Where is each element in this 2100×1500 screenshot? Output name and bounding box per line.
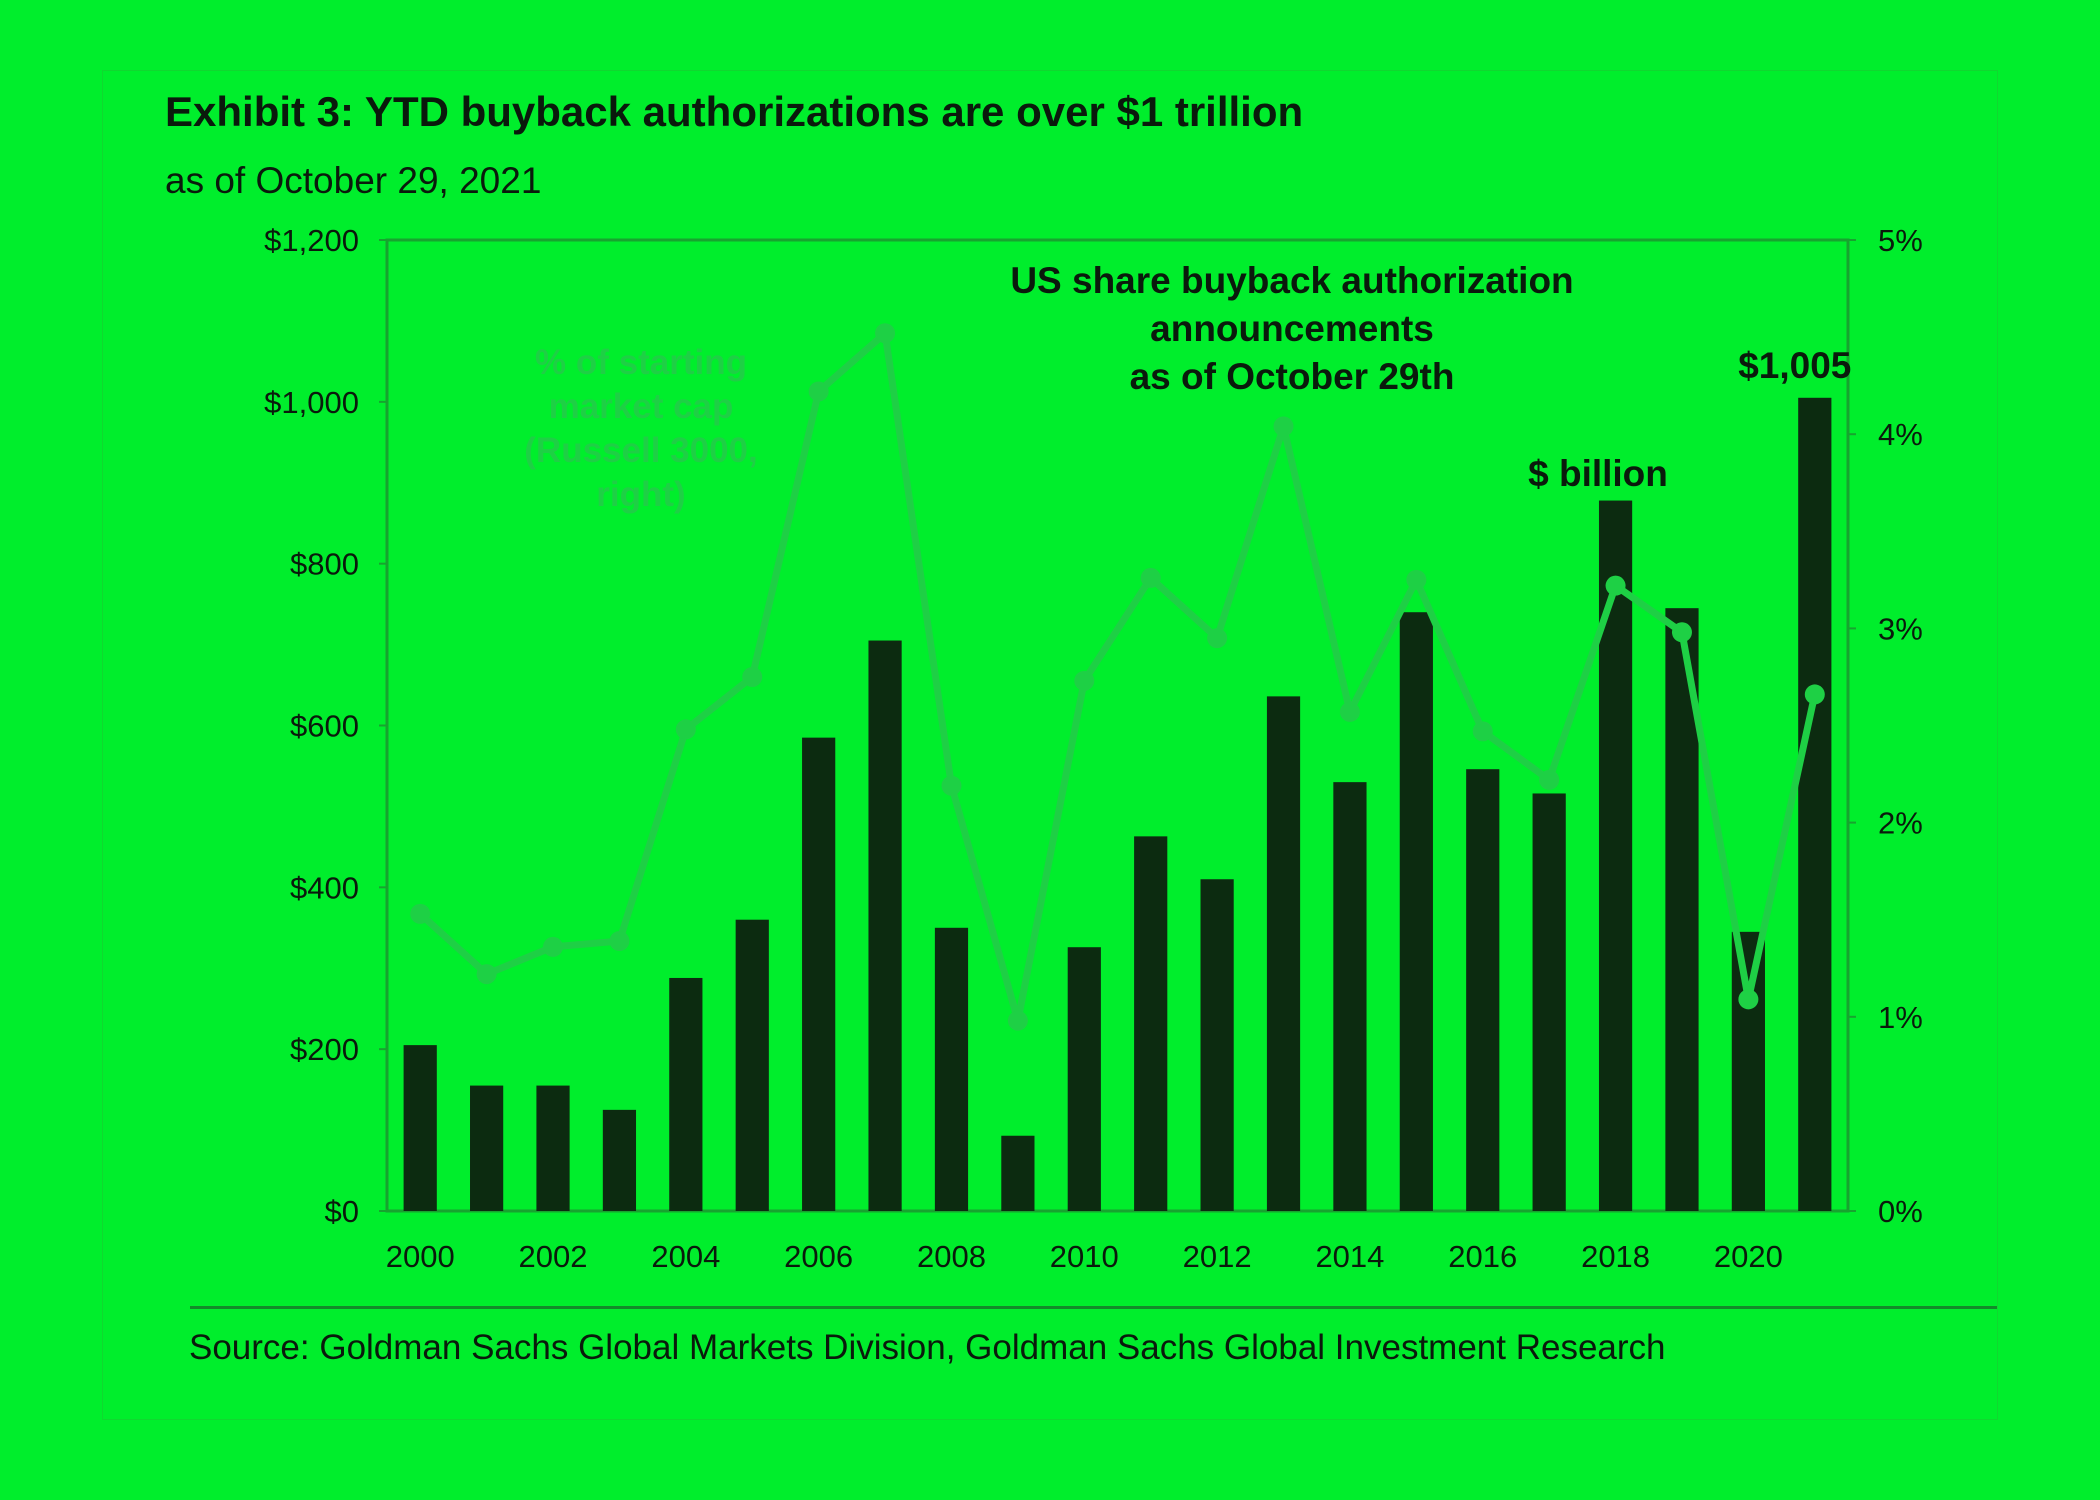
line-point-2000 (410, 903, 431, 924)
line-point-2014 (1339, 701, 1360, 722)
chart-panel (102, 70, 1998, 1420)
bar-2014 (1333, 782, 1367, 1211)
x-tick-label: 2010 (1050, 1239, 1119, 1274)
line-layer (410, 323, 1825, 1031)
chart-title-line: announcements (1150, 308, 1434, 349)
bar-2004 (669, 977, 703, 1211)
line-point-2007 (875, 323, 896, 344)
y-right-tick-label: 2% (1878, 806, 1923, 841)
bar-2003 (602, 1109, 637, 1211)
page-subtitle: as of October 29, 2021 (165, 160, 542, 201)
bar-2010 (1067, 947, 1101, 1211)
axes-layer: $0 $200 $400 $600 $800 $1,000 $1,200 0% 1% 2% 3% 4%… (264, 223, 1923, 1274)
bar-2021 (1798, 397, 1832, 1212)
y-left-tick-label: $1,000 (264, 385, 359, 420)
y-right-tick-label: 1% (1878, 1000, 1923, 1035)
page-title: Exhibit 3: YTD buyback authorizations ar… (165, 88, 1304, 135)
line-point-2005 (742, 666, 763, 687)
annotation-layer: US share buyback authorization announceme… (524, 260, 1851, 514)
y-left-tick-label: $400 (290, 870, 359, 905)
x-tick-label: 2016 (1448, 1239, 1517, 1274)
last-bar-value-label: $1,005 (1738, 345, 1851, 386)
y-right-tick-label: 3% (1878, 611, 1923, 646)
y-left-tick-label: $800 (290, 547, 359, 582)
line-point-2015 (1406, 569, 1427, 590)
line-series-label-line: % of starting (535, 343, 747, 382)
x-tick-label: 2012 (1183, 1239, 1252, 1274)
bar-2016 (1466, 769, 1500, 1211)
footer-divider (190, 1306, 1997, 1309)
y-left-tick-label: $1,200 (264, 223, 359, 258)
chart-title-line: as of October 29th (1130, 356, 1455, 397)
bar-2009 (1001, 1135, 1035, 1211)
bar-2007 (868, 640, 902, 1211)
bar-2012 (1200, 879, 1234, 1211)
line-point-2021 (1804, 684, 1825, 705)
bar-2001 (470, 1085, 504, 1211)
bar-2013 (1266, 696, 1301, 1211)
y-right-tick-label: 5% (1878, 223, 1923, 258)
line-series-label-line: right) (596, 475, 685, 514)
line-series-label-line: (Russell 3000, (524, 431, 757, 470)
bar-2006 (802, 737, 836, 1211)
line-point-2016 (1472, 721, 1493, 742)
y-left-tick-label: $600 (290, 709, 359, 744)
y-left-tick-label: $200 (290, 1032, 359, 1067)
line-point-2006 (808, 381, 829, 402)
line-point-2008 (941, 775, 962, 796)
bar-2000 (403, 1045, 437, 1211)
x-tick-label: 2008 (917, 1239, 986, 1274)
bar-2008 (934, 927, 969, 1211)
line-point-2019 (1671, 622, 1692, 643)
x-tick-label: 2004 (651, 1239, 720, 1274)
line-point-2013 (1273, 416, 1294, 437)
x-tick-label: 2014 (1315, 1239, 1384, 1274)
line-point-2010 (1074, 670, 1095, 691)
line-point-2017 (1539, 769, 1560, 790)
bar-2018 (1598, 500, 1633, 1212)
x-tick-label: 2002 (519, 1239, 588, 1274)
chart-title-line: US share buyback authorization (1010, 260, 1573, 301)
line-point-2011 (1140, 567, 1161, 588)
bars-layer (403, 397, 1832, 1212)
x-tick-label: 2020 (1714, 1239, 1783, 1274)
bar-2015 (1399, 612, 1433, 1211)
x-tick-label: 2018 (1581, 1239, 1650, 1274)
line-point-2001 (476, 964, 497, 985)
y-left-tick-label: $0 (325, 1194, 359, 1229)
bar-2002 (536, 1085, 570, 1211)
bar-2011 (1134, 836, 1168, 1211)
line-point-2003 (609, 931, 630, 952)
market-cap-pct-line (417, 329, 1819, 1025)
line-point-2009 (1007, 1010, 1028, 1031)
line-point-2012 (1207, 628, 1228, 649)
line-series-label-line: market cap (549, 387, 734, 426)
x-tick-label: 2006 (784, 1239, 853, 1274)
y-right-tick-label: 4% (1878, 417, 1923, 452)
line-point-2002 (543, 936, 564, 957)
bar-2020 (1731, 931, 1765, 1211)
bar-2005 (735, 919, 769, 1211)
x-tick-label: 2000 (386, 1239, 455, 1274)
line-point-2018 (1605, 575, 1626, 596)
line-point-2020 (1738, 989, 1759, 1010)
y-right-tick-label: 0% (1878, 1194, 1923, 1229)
source-note: Source: Goldman Sachs Global Markets Div… (189, 1328, 1666, 1367)
bar-series-label: $ billion (1528, 453, 1668, 494)
bar-2017 (1532, 793, 1566, 1211)
line-point-2004 (675, 719, 696, 740)
